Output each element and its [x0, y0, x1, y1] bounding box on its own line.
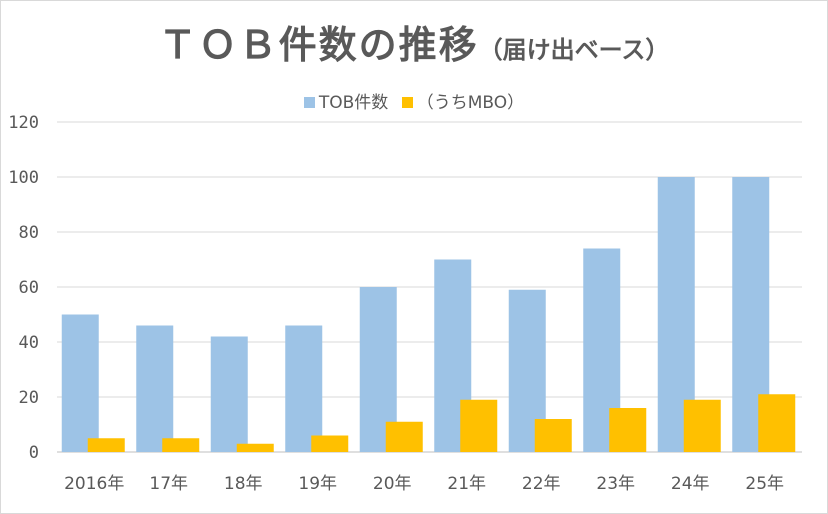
x-tick-label-4: 20年	[373, 474, 412, 494]
bar-tob-0	[61, 314, 99, 452]
y-tick-label-20: 20	[19, 388, 39, 408]
bar-mbo-0	[87, 438, 125, 452]
x-tick-label-5: 21年	[447, 474, 486, 494]
chart-legend: TOB件数 （うちMBO）	[0, 88, 828, 113]
y-tick-label-60: 60	[19, 278, 39, 298]
y-tick-label-0: 0	[29, 443, 39, 463]
legend-item-tob: TOB件数	[303, 88, 389, 113]
bar-mbo-3	[311, 435, 349, 452]
bar-mbo-7	[609, 408, 647, 452]
bar-tob-3	[285, 325, 323, 452]
y-tick-label-100: 100	[8, 168, 39, 188]
chart-title-main: ＴＯＢ件数の推移	[158, 23, 479, 67]
bar-mbo-8	[683, 399, 721, 452]
bar-mbo-5	[460, 399, 498, 452]
y-tick-label-80: 80	[19, 223, 39, 243]
chart-subtitle: （届け出ベース）	[478, 36, 670, 64]
x-tick-label-2: 18年	[224, 474, 263, 494]
bar-tob-2	[210, 336, 248, 452]
x-tick-label-9: 25年	[745, 474, 784, 494]
bar-mbo-4	[385, 421, 423, 452]
legend-swatch-tob	[303, 97, 315, 108]
y-tick-label-40: 40	[19, 333, 39, 353]
x-tick-label-7: 23年	[596, 474, 635, 494]
x-tick-label-0: 2016年	[64, 474, 124, 494]
legend-label-mbo: （うちMBO）	[416, 93, 525, 113]
x-tick-label-6: 22年	[522, 474, 561, 494]
bar-mbo-1	[162, 438, 200, 452]
y-tick-label-120: 120	[8, 113, 39, 133]
legend-swatch-mbo	[401, 97, 413, 108]
chart-title: ＴＯＢ件数の推移（届け出ベース）	[0, 14, 828, 69]
x-tick-label-3: 19年	[298, 474, 337, 494]
bar-mbo-6	[534, 419, 572, 452]
bar-tob-1	[136, 325, 174, 452]
legend-label-tob: TOB件数	[318, 93, 389, 113]
bar-mbo-9	[758, 394, 796, 452]
legend-item-mbo: （うちMBO）	[401, 88, 525, 113]
x-tick-label-8: 24年	[671, 474, 710, 494]
bar-mbo-2	[236, 443, 274, 452]
x-tick-label-1: 17年	[149, 474, 188, 494]
